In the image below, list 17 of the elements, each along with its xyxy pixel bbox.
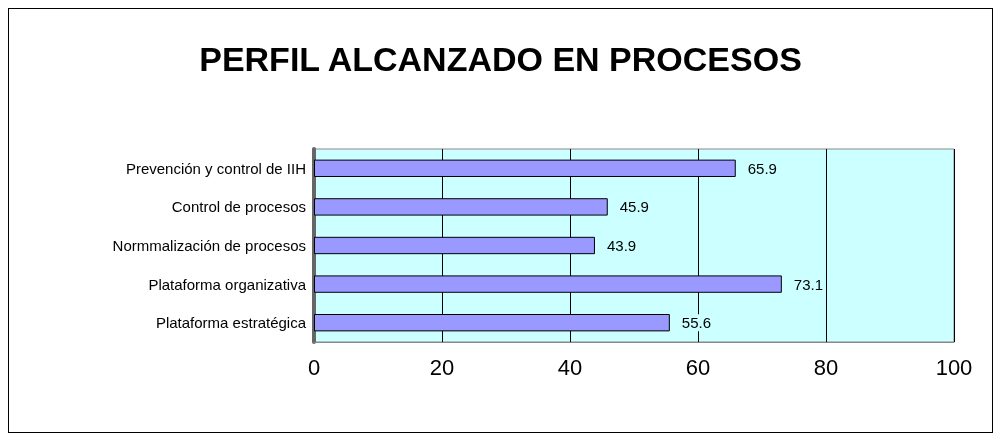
y-tick-label: Control de procesos xyxy=(171,198,306,216)
y-tick-label: Plataforma estratégica xyxy=(155,314,307,332)
data-label: 55.6 xyxy=(681,314,712,332)
y-tick-label: Normmalización de procesos xyxy=(112,237,306,254)
data-label: 43.9 xyxy=(606,237,637,254)
data-label: 45.9 xyxy=(619,198,649,216)
data-label: 65.9 xyxy=(747,159,777,177)
x-tick-label: 80 xyxy=(813,354,839,380)
x-tick-label: 20 xyxy=(429,354,455,380)
x-tick-label: 0 xyxy=(307,354,321,380)
y-tick-label: Plataforma organizativa xyxy=(148,275,307,293)
chart-title: PERFIL ALCANZADO EN PROCESOS xyxy=(199,40,802,78)
x-tick-label: 60 xyxy=(685,354,711,380)
x-tick-label: 40 xyxy=(557,354,583,380)
x-tick-label: 100 xyxy=(935,354,973,380)
data-label: 73.1 xyxy=(793,275,824,293)
y-tick-label: Prevención y control de IIH xyxy=(125,159,306,177)
